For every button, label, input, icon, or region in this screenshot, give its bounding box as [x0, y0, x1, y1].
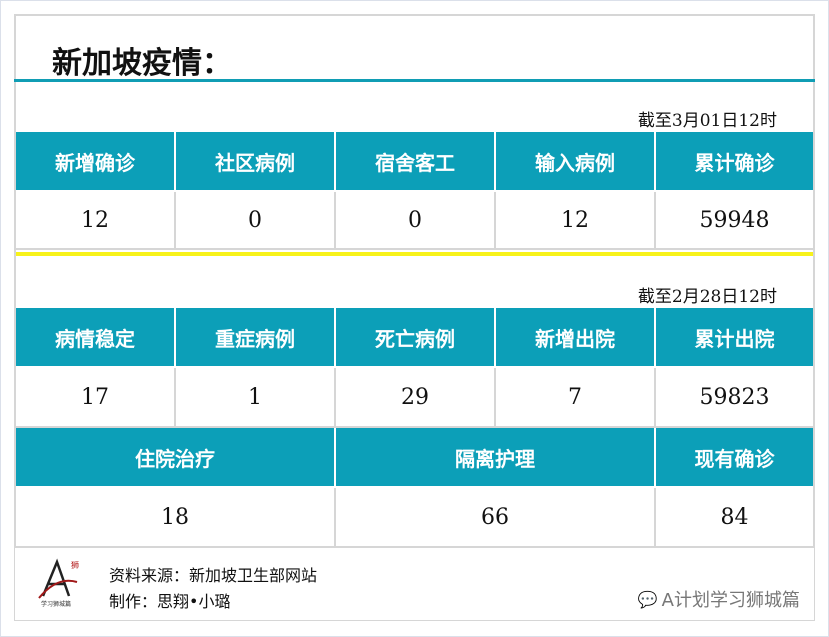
- value-cell: 7: [496, 368, 656, 428]
- value-cell: 29: [336, 368, 496, 428]
- value-cell: 12: [496, 192, 656, 250]
- header-cell: 累计确诊: [656, 132, 813, 190]
- value-cell: 59948: [656, 192, 813, 250]
- value-cell: 84: [656, 488, 813, 546]
- header-cell: 死亡病例: [336, 308, 496, 366]
- value-cell: 1: [176, 368, 336, 428]
- header-cell: 累计出院: [656, 308, 813, 366]
- watermark: 💬 A计划学习狮城篇: [638, 586, 800, 612]
- title-underline: [14, 79, 815, 82]
- svg-text:学习狮城篇: 学习狮城篇: [41, 600, 71, 608]
- header-cell: 新增出院: [496, 308, 656, 366]
- header-cell: 输入病例: [496, 132, 656, 190]
- value-cell: 0: [176, 192, 336, 250]
- wechat-icon: 💬: [637, 589, 658, 609]
- value-cell: 17: [16, 368, 176, 428]
- header-cell: 社区病例: [176, 132, 336, 190]
- page-title: 新加坡疫情：: [52, 46, 232, 81]
- source-text: 资料来源：新加坡卫生部网站: [109, 566, 318, 585]
- author-text: 制作：思翔•小璐: [109, 592, 231, 611]
- watermark-text: A计划学习狮城篇: [661, 590, 800, 611]
- value-row-2: 17 1 29 7 59823: [16, 368, 813, 428]
- header-cell: 现有确诊: [656, 428, 813, 486]
- logo-icon: 狮 学习狮城篇: [38, 558, 79, 608]
- header-cell: 病情稳定: [16, 308, 176, 366]
- yellow-divider: [16, 252, 813, 256]
- header-cell: 隔离护理: [336, 428, 656, 486]
- value-cell: 18: [16, 488, 336, 546]
- date-label-2: 截至2月28日12时: [637, 287, 777, 307]
- svg-text:狮: 狮: [71, 561, 79, 570]
- footer: 狮 学习狮城篇 资料来源：新加坡卫生部网站 制作：思翔•小璐 💬 A计划学习狮城…: [14, 548, 815, 621]
- value-cell: 59823: [656, 368, 813, 428]
- value-row-3: 18 66 84: [16, 488, 813, 546]
- date-label-1: 截至3月01日12时: [637, 111, 777, 131]
- header-row-3: 住院治疗 隔离护理 现有确诊: [16, 428, 813, 486]
- value-cell: 66: [336, 488, 656, 546]
- header-cell: 宿舍客工: [336, 132, 496, 190]
- value-cell: 12: [16, 192, 176, 250]
- header-cell: 住院治疗: [16, 428, 336, 486]
- header-cell: 重症病例: [176, 308, 336, 366]
- stats-panel: 新加坡疫情： 截至3月01日12时 新增确诊 社区病例 宿舍客工 输入病例 累计…: [14, 14, 815, 548]
- value-cell: 0: [336, 192, 496, 250]
- header-cell: 新增确诊: [16, 132, 176, 190]
- value-row-1: 12 0 0 12 59948: [16, 192, 813, 250]
- header-row-1: 新增确诊 社区病例 宿舍客工 输入病例 累计确诊: [16, 132, 813, 190]
- header-row-2: 病情稳定 重症病例 死亡病例 新增出院 累计出院: [16, 308, 813, 366]
